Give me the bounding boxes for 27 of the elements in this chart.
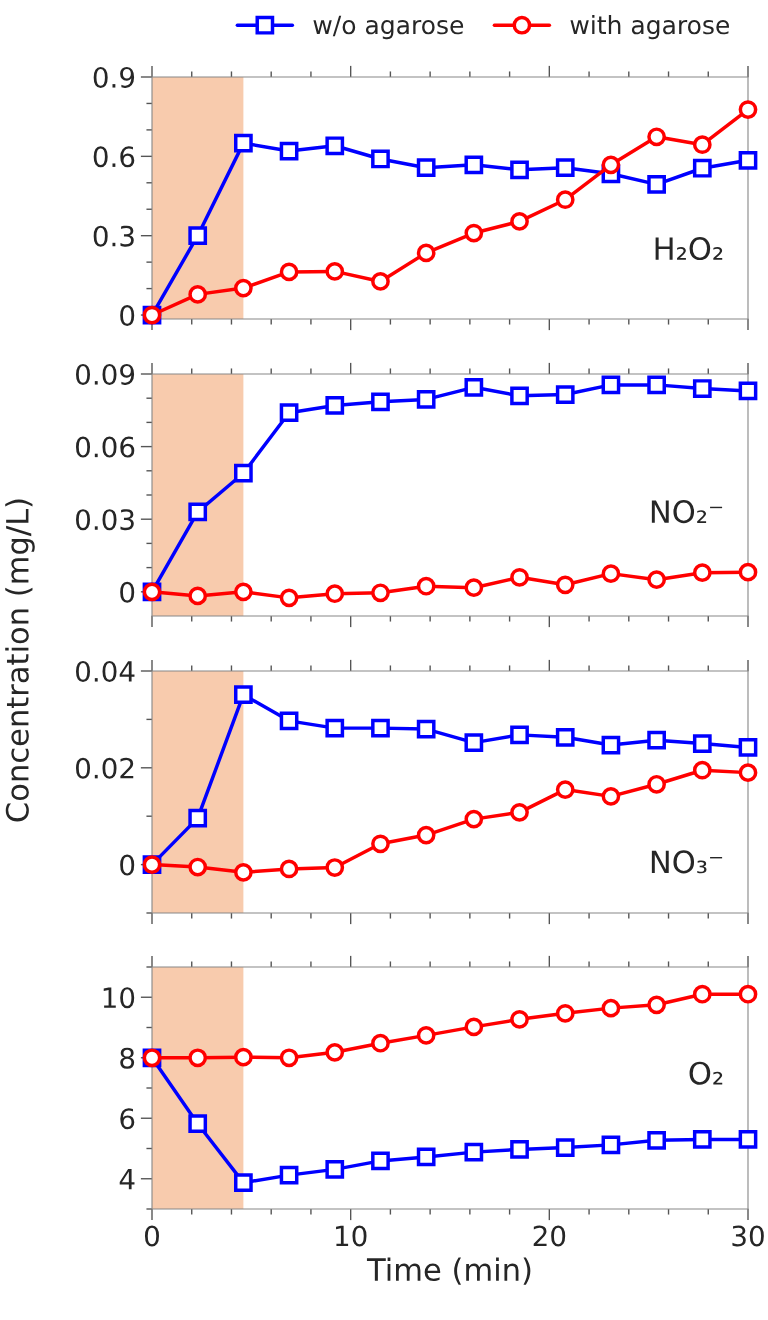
legend-label: with agarose bbox=[570, 15, 729, 40]
annotation: H₂O₂ bbox=[655, 236, 723, 261]
y-tick-label: 0.03 bbox=[76, 509, 134, 531]
y-tick-label: 0 bbox=[120, 854, 135, 876]
y-tick-label: 4 bbox=[119, 1169, 135, 1190]
y-tick-label: 0.09 bbox=[76, 363, 135, 385]
y-tick-label: 6 bbox=[120, 1108, 135, 1130]
y-tick-label: 0 bbox=[120, 581, 135, 603]
x-tick-label: 0 bbox=[144, 1225, 159, 1247]
legend-label: w/o agarose bbox=[313, 15, 464, 40]
y-tick-label: 0.06 bbox=[76, 436, 135, 458]
y-tick-label: 0.3 bbox=[93, 225, 134, 247]
annotation: NO₂⁻ bbox=[651, 500, 723, 524]
x-tick-label: 30 bbox=[732, 1225, 764, 1247]
y-tick-label: 8 bbox=[120, 1047, 135, 1069]
y-tick-label: 0 bbox=[120, 304, 135, 326]
x-tick-label: 20 bbox=[533, 1225, 566, 1247]
y-tick-label: 0.02 bbox=[76, 757, 134, 779]
y-tick-label: 0.04 bbox=[76, 660, 135, 682]
x-axis-title: Time (min) bbox=[366, 1257, 531, 1285]
annotation: O₂ bbox=[689, 1061, 723, 1085]
y-tick-label: 0.6 bbox=[93, 146, 135, 168]
y-tick-label: 10 bbox=[103, 987, 135, 1009]
y-tick-label: 0.9 bbox=[93, 66, 135, 88]
annotation: NO₃⁻ bbox=[651, 850, 723, 874]
x-tick-label: 10 bbox=[336, 1225, 367, 1247]
y-axis-title: Concentration (mg/L) bbox=[5, 499, 35, 822]
